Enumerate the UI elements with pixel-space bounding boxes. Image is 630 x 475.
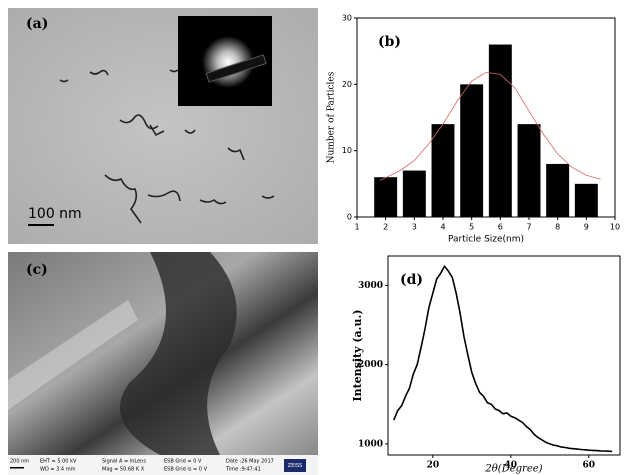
series-line <box>379 71 601 181</box>
x-tick-label: 40 <box>505 461 518 471</box>
y-axis-label: Intensity (a.u.) <box>351 309 364 401</box>
sem-info: Time :9:47:41 <box>225 467 261 473</box>
x-tick-label: 8 <box>555 223 560 232</box>
bar <box>431 124 455 217</box>
x-tick-label: 1 <box>354 223 359 232</box>
y-tick-label: 30 <box>342 14 352 23</box>
x-axis-label: 2θ(Degree) <box>484 464 542 475</box>
bar <box>574 183 598 217</box>
y-axis-label: Number of Particles <box>327 71 337 163</box>
sem-info: Date :26 May 2017 <box>226 459 274 465</box>
chart: 20 40 60 1000 2000 3000 2θ(Degree) Intensity (a… <box>351 255 621 475</box>
y-tick-label: 3000 <box>358 281 383 291</box>
x-tick-label: 7 <box>526 223 531 232</box>
sem-info-bar <box>8 455 318 475</box>
chart: 1 2 3 4 5 6 7 8 9 10 0 10 20 30 Particle Size(nm) Numbe… <box>327 14 621 245</box>
y-tick-label: 0 <box>347 213 352 222</box>
beam-stop <box>205 54 267 83</box>
panel-label: (d) <box>400 272 423 288</box>
scale-bar <box>28 224 54 226</box>
sem-flake <box>8 300 138 410</box>
sem-info: ESB Grid = 0 V <box>164 459 202 465</box>
x-axis-label: Particle Size(nm) <box>448 235 524 245</box>
sem-shadow <box>120 252 237 455</box>
sem-info: Mag = 50.68 K X <box>102 467 145 473</box>
logo-box <box>284 459 306 472</box>
x-tick-label: 2 <box>383 223 388 232</box>
bar <box>488 44 512 218</box>
scale-bar-label: 100 nm <box>28 206 82 222</box>
x-tick-label: 9 <box>584 223 589 232</box>
tem-panel: (a) 100 nm <box>8 8 318 244</box>
panel-label: (b) <box>378 34 401 50</box>
x-tick-label: 5 <box>469 223 474 232</box>
x-tick-label: 60 <box>583 461 596 471</box>
y-tick-label: 2000 <box>358 360 383 370</box>
series-line <box>393 264 613 453</box>
bar <box>402 170 426 217</box>
x-tick-label: 4 <box>440 223 445 232</box>
x-tick-label: 6 <box>498 223 503 232</box>
bar <box>460 84 484 217</box>
plot-frame <box>356 17 616 218</box>
y-tick-label: 1000 <box>358 439 383 449</box>
panel-label: (c) <box>26 262 48 278</box>
sem-info: EHT = 5.00 kV <box>40 459 77 465</box>
x-tick-label: 20 <box>427 461 440 471</box>
bar <box>546 163 570 217</box>
sem-info: Signal A = InLens <box>102 459 146 465</box>
sem-panel: (c) 200 nm ZEISS <box>8 252 318 475</box>
bar <box>374 177 398 217</box>
sem-info: ESB Grid is = 0 V <box>164 467 208 473</box>
plot-frame <box>387 255 621 456</box>
particles <box>59 69 275 224</box>
bar <box>517 124 541 217</box>
panel-label: (a) <box>26 16 48 32</box>
y-tick-label: 10 <box>342 146 352 155</box>
x-tick-label: 3 <box>412 223 417 232</box>
y-tick-label: 20 <box>342 80 352 89</box>
scale-bar-label: 200 nm <box>10 459 29 465</box>
scale-bar <box>10 467 24 469</box>
logo: ZEISS <box>288 463 302 469</box>
sem-info: WD = 3.4 mm <box>40 467 76 473</box>
x-tick-label: 10 <box>610 223 620 232</box>
